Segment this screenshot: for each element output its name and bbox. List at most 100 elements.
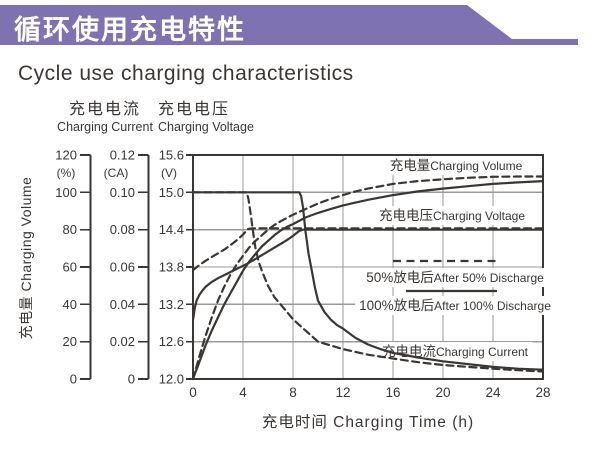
voltage-tick-label: 13.8 (159, 260, 184, 275)
voltage-unit-label: (V) (161, 166, 177, 180)
volume-tick-label-cn: 40 (63, 297, 77, 312)
volume-tick-label-cn: 80 (63, 222, 77, 237)
current-tick-label-cn: 0.02 (110, 334, 135, 349)
volume-unit-label: (%) (57, 166, 76, 180)
curve-label-volume-en: Charging Volume (430, 159, 522, 173)
curve-label-volume: 充电量Charging Volume (390, 158, 523, 173)
series-charging-current-after-100-discharge (191, 191, 545, 371)
series-charging-volume-after-50-discharge (191, 175, 545, 381)
current-tick-label: 0.10 (110, 185, 135, 200)
volume-tick-label: 120 (55, 148, 77, 163)
legend-label-solid: 100%放电后After 100% Discharge (359, 298, 551, 313)
curve-label-voltage-cn: 充电电压 (379, 208, 433, 223)
current-tick-label: 0.02 (110, 334, 135, 349)
legend-label-dashed: 50%放电后After 50% Discharge (366, 270, 544, 285)
legend-label-dashed-cn: 50%放电后 (366, 270, 434, 285)
x-tick-label-cn: 4 (239, 385, 247, 400)
current-unit-label: (CA) (104, 166, 129, 180)
current-tick-label: 0.04 (110, 297, 135, 312)
current-unit-label-cn: (CA) (104, 166, 129, 180)
label-mask (374, 206, 530, 225)
series-charging-voltage-after-50-discharge (191, 227, 545, 272)
voltage-tick-label-cn: 14.4 (159, 222, 184, 237)
voltage-tick-label: 12.0 (159, 372, 184, 387)
legend-label-solid-en: After 100% Discharge (434, 299, 551, 313)
current-tick-label-cn: 0.12 (110, 148, 135, 163)
x-tick-label-cn: 0 (189, 385, 197, 400)
curve-label-current: 充电电流Charging Current (382, 344, 529, 359)
voltage-tick-label-cn: 13.8 (159, 260, 184, 275)
voltage-tick-label: 15.0 (159, 185, 184, 200)
current-tick-label: 0 (128, 372, 135, 387)
x-tick-label: 8 (289, 385, 297, 400)
current-tick-label-cn: 0 (128, 372, 135, 387)
x-tick-label: 12 (335, 385, 350, 400)
voltage-tick-label-cn: 12.0 (159, 372, 184, 387)
curve-label-voltage-en: Charging Voltage (433, 209, 525, 223)
voltage-tick-label: 14.4 (159, 222, 184, 237)
x-tick-label: 16 (385, 385, 400, 400)
label-mask (385, 156, 527, 175)
voltage-axis-header: 充电电压 Charging Voltage (158, 101, 254, 134)
volume-unit-label-cn: (%) (57, 166, 76, 180)
curve-label-current-cn: 充电电流 (382, 344, 436, 359)
curve-label-volume-cn: 充电量 (390, 158, 431, 173)
voltage-tick-label: 13.2 (159, 297, 184, 312)
legend-label-dashed-en: After 50% Discharge (434, 271, 544, 285)
banner-title: 循环使用充电特性 (14, 15, 246, 45)
x-tick-label: 4 (239, 385, 247, 400)
volume-tick-label-cn: 20 (63, 334, 77, 349)
voltage-unit-label-cn: (V) (161, 166, 177, 180)
volume-tick-label: 80 (63, 222, 77, 237)
legend-label-solid-cn: 100%放电后 (359, 298, 434, 313)
x-tick-label-cn: 12 (335, 385, 350, 400)
current-axis-header: 充电电流 Charging Current (48, 101, 162, 134)
volume-tick-label-cn: 100 (55, 185, 77, 200)
voltage-tick-label: 15.6 (159, 148, 184, 163)
volume-tick-label: 60 (63, 260, 77, 275)
label-mask (362, 268, 549, 287)
x-axis-label: 充电时间 Charging Time (h) (261, 414, 475, 431)
label-mask (355, 296, 556, 315)
current-tick-label-cn: 0.06 (110, 260, 135, 275)
volume-tick-label-cn: 0 (70, 372, 77, 387)
page-title: Cycle use charging characteristics (18, 62, 354, 85)
current-tick-label-cn: 0.10 (110, 185, 135, 200)
x-tick-label: 24 (485, 385, 501, 400)
current-tick-label-cn: 0.08 (110, 222, 135, 237)
voltage-axis-header-cn: 充电电压 (158, 101, 231, 118)
series-charging-current-after-50-discharge (191, 191, 545, 373)
series-charging-voltage-after-100-discharge (191, 228, 545, 321)
current-axis-header-en: Charging Current (57, 119, 153, 134)
volume-tick-label: 40 (63, 297, 77, 312)
voltage-tick-label-cn: 13.2 (159, 297, 184, 312)
x-tick-label: 20 (435, 385, 450, 400)
x-tick-label-cn: 28 (535, 385, 550, 400)
x-tick-label-cn: 8 (289, 385, 297, 400)
voltage-axis-header-en: Charging Voltage (158, 119, 254, 134)
curve-label-voltage: 充电电压Charging Voltage (379, 208, 525, 223)
x-tick-label-cn: 16 (385, 385, 400, 400)
x-tick-label: 0 (189, 385, 197, 400)
current-tick-label: 0.08 (110, 222, 135, 237)
current-axis-header-cn: 充电电流 (68, 101, 141, 118)
volume-tick-label: 0 (70, 372, 77, 387)
series-charging-volume-after-100-discharge (191, 180, 545, 381)
voltage-tick-label-cn: 15.0 (159, 185, 184, 200)
x-tick-label: 28 (535, 385, 550, 400)
current-tick-label: 0.12 (110, 148, 135, 163)
voltage-tick-label-cn: 15.6 (159, 148, 184, 163)
voltage-tick-label: 12.6 (159, 334, 184, 349)
voltage-tick-label-cn: 12.6 (159, 334, 184, 349)
x-tick-label-cn: 24 (485, 385, 501, 400)
volume-tick-label: 100 (55, 185, 77, 200)
volume-tick-label: 20 (63, 334, 77, 349)
curve-label-current-en: Charging Current (436, 345, 529, 359)
volume-tick-label-cn: 120 (55, 148, 77, 163)
x-tick-label-cn: 20 (435, 385, 450, 400)
current-tick-label: 0.06 (110, 260, 135, 275)
volume-tick-label-cn: 60 (63, 260, 77, 275)
current-tick-label-cn: 0.04 (110, 297, 135, 312)
